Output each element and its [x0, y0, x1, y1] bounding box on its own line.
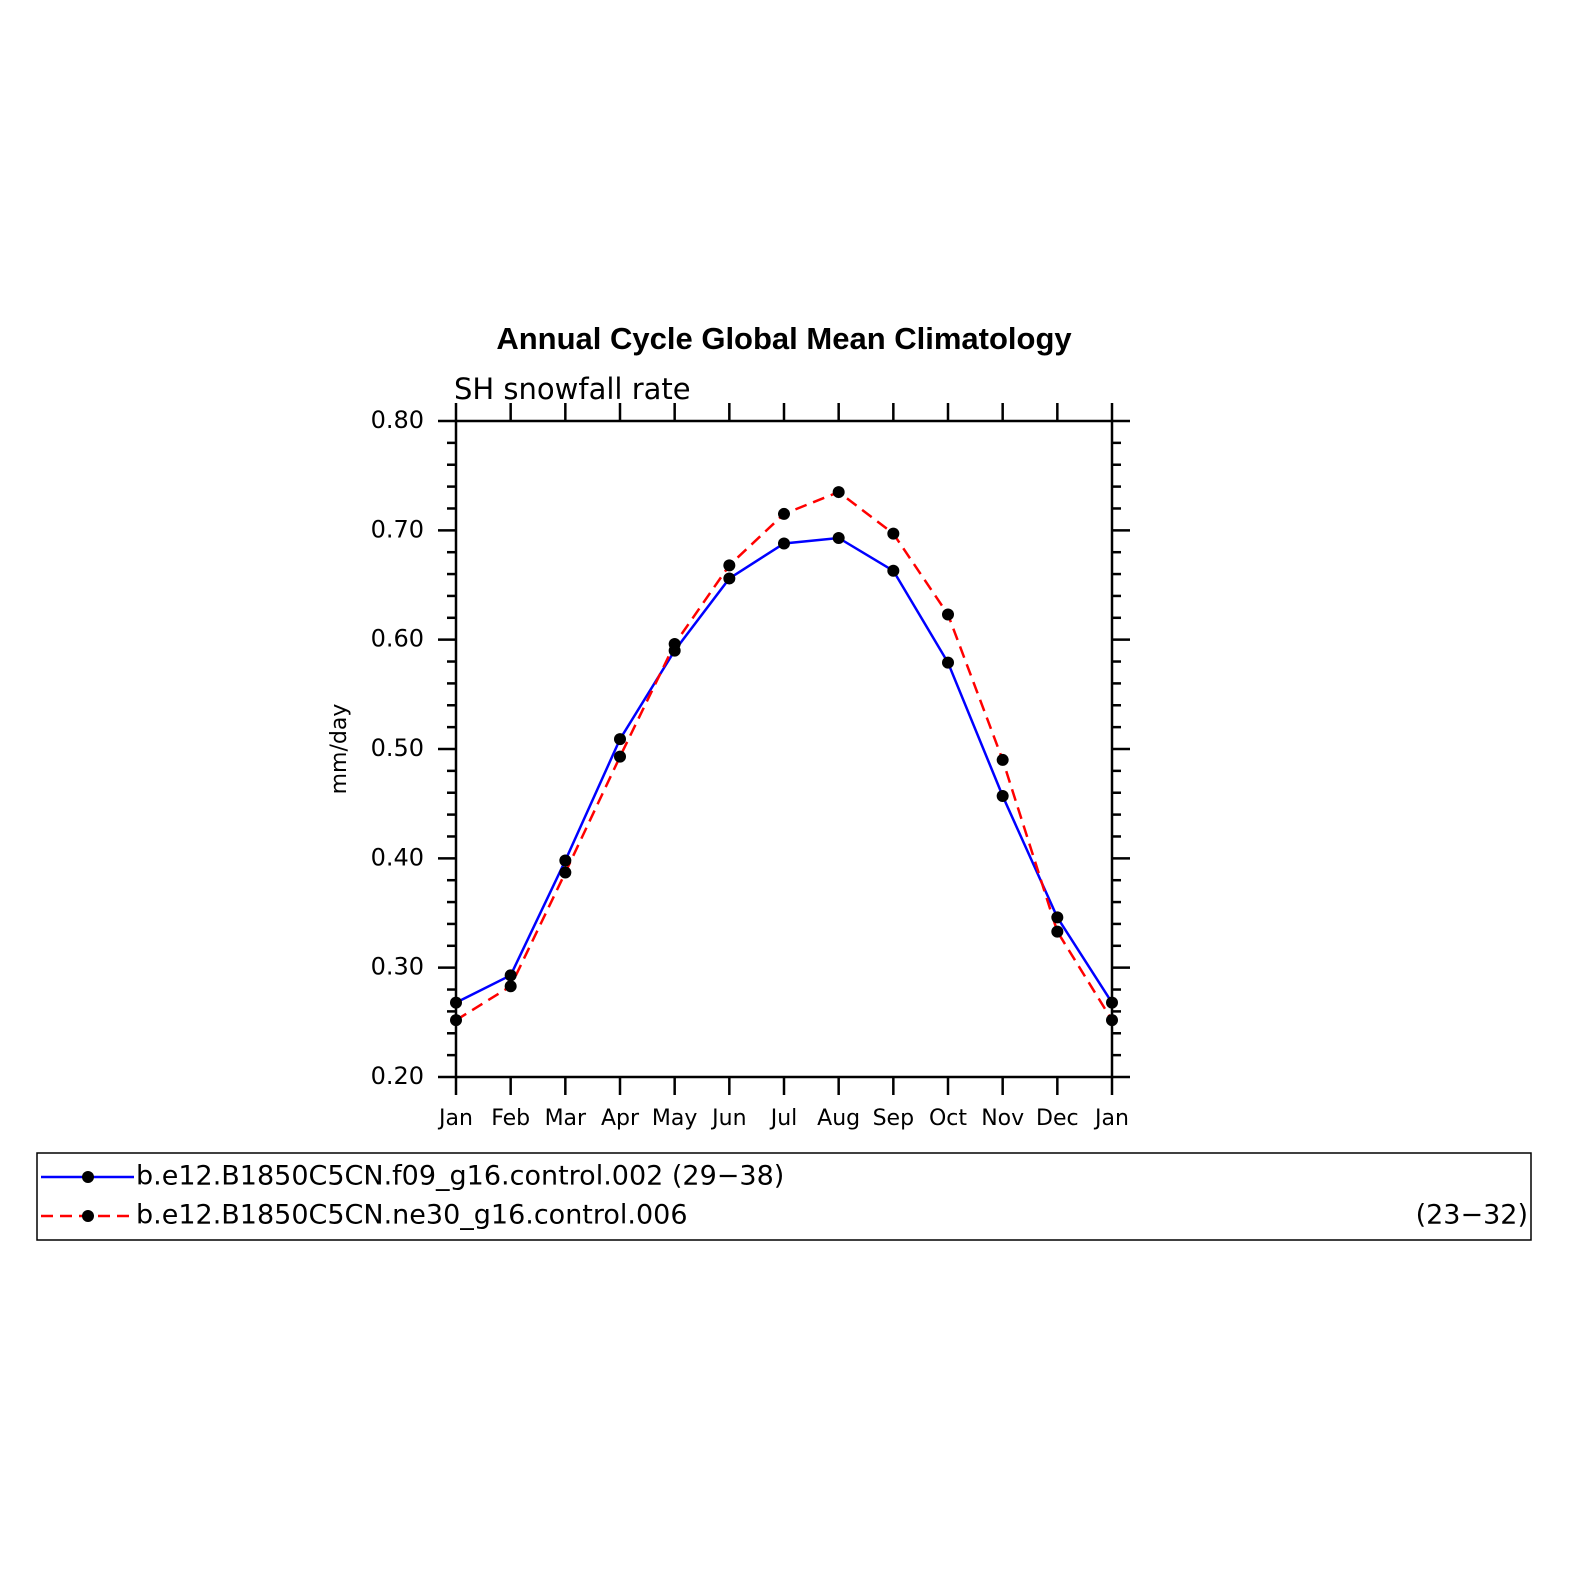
- marker: [504, 969, 517, 982]
- x-tick-label: Feb: [491, 1106, 530, 1131]
- y-axis-label: mm/day: [327, 704, 352, 795]
- legend-label: b.e12.B1850C5CN.f09_g16.control.002 (29−…: [136, 1161, 784, 1192]
- marker: [887, 564, 900, 577]
- legend-label: b.e12.B1850C5CN.ne30_g16.control.006: [136, 1200, 688, 1231]
- marker: [1051, 925, 1064, 938]
- x-tick-label: Jul: [769, 1106, 798, 1131]
- marker: [778, 507, 790, 520]
- y-tick-label: 0.20: [371, 1062, 424, 1090]
- legend-marker: [82, 1171, 94, 1183]
- marker: [832, 486, 845, 499]
- marker: [1051, 911, 1064, 924]
- subtitle: SH snowfall rate: [454, 372, 691, 406]
- x-tick-label: Apr: [601, 1106, 640, 1131]
- y-tick-label: 0.30: [371, 953, 424, 981]
- legend-marker: [82, 1210, 94, 1222]
- marker: [942, 608, 954, 621]
- marker: [614, 733, 626, 746]
- x-tick-label: Oct: [929, 1106, 967, 1131]
- y-tick-label: 0.70: [371, 515, 424, 543]
- chart-title: Annual Cycle Global Mean Climatology: [496, 321, 1072, 356]
- marker: [723, 572, 736, 585]
- marker: [778, 537, 790, 550]
- marker: [559, 866, 572, 879]
- legend-box: [36, 1152, 1532, 1241]
- marker: [559, 854, 572, 867]
- marker: [614, 750, 626, 763]
- x-tick-label: Sep: [873, 1106, 914, 1131]
- y-tick-label: 0.60: [371, 625, 424, 653]
- legend-suffix: (23−32): [1416, 1200, 1528, 1231]
- y-tick-label: 0.50: [371, 734, 424, 762]
- y-tick-label: 0.80: [371, 406, 424, 434]
- marker: [668, 638, 681, 651]
- marker: [832, 531, 845, 544]
- marker: [996, 790, 1009, 803]
- marker: [450, 996, 462, 1009]
- marker: [450, 1014, 462, 1027]
- y-tick-label: 0.40: [371, 843, 424, 871]
- marker: [942, 656, 954, 669]
- marker: [1106, 996, 1118, 1009]
- x-tick-label: Nov: [981, 1106, 1024, 1131]
- series-line: [455, 490, 1114, 1022]
- x-tick-label: Jan: [1093, 1106, 1129, 1131]
- marker: [887, 527, 900, 540]
- x-tick-label: Dec: [1036, 1106, 1079, 1131]
- x-tick-label: May: [652, 1106, 697, 1131]
- marker: [723, 559, 736, 572]
- x-tick-label: Mar: [545, 1106, 587, 1131]
- x-tick-label: Jan: [437, 1106, 473, 1131]
- marker: [504, 980, 517, 993]
- series-line: [455, 536, 1114, 1004]
- x-tick-label: Aug: [817, 1106, 860, 1131]
- marker: [996, 753, 1009, 766]
- x-tick-label: Jun: [710, 1106, 746, 1131]
- marker: [1106, 1014, 1118, 1027]
